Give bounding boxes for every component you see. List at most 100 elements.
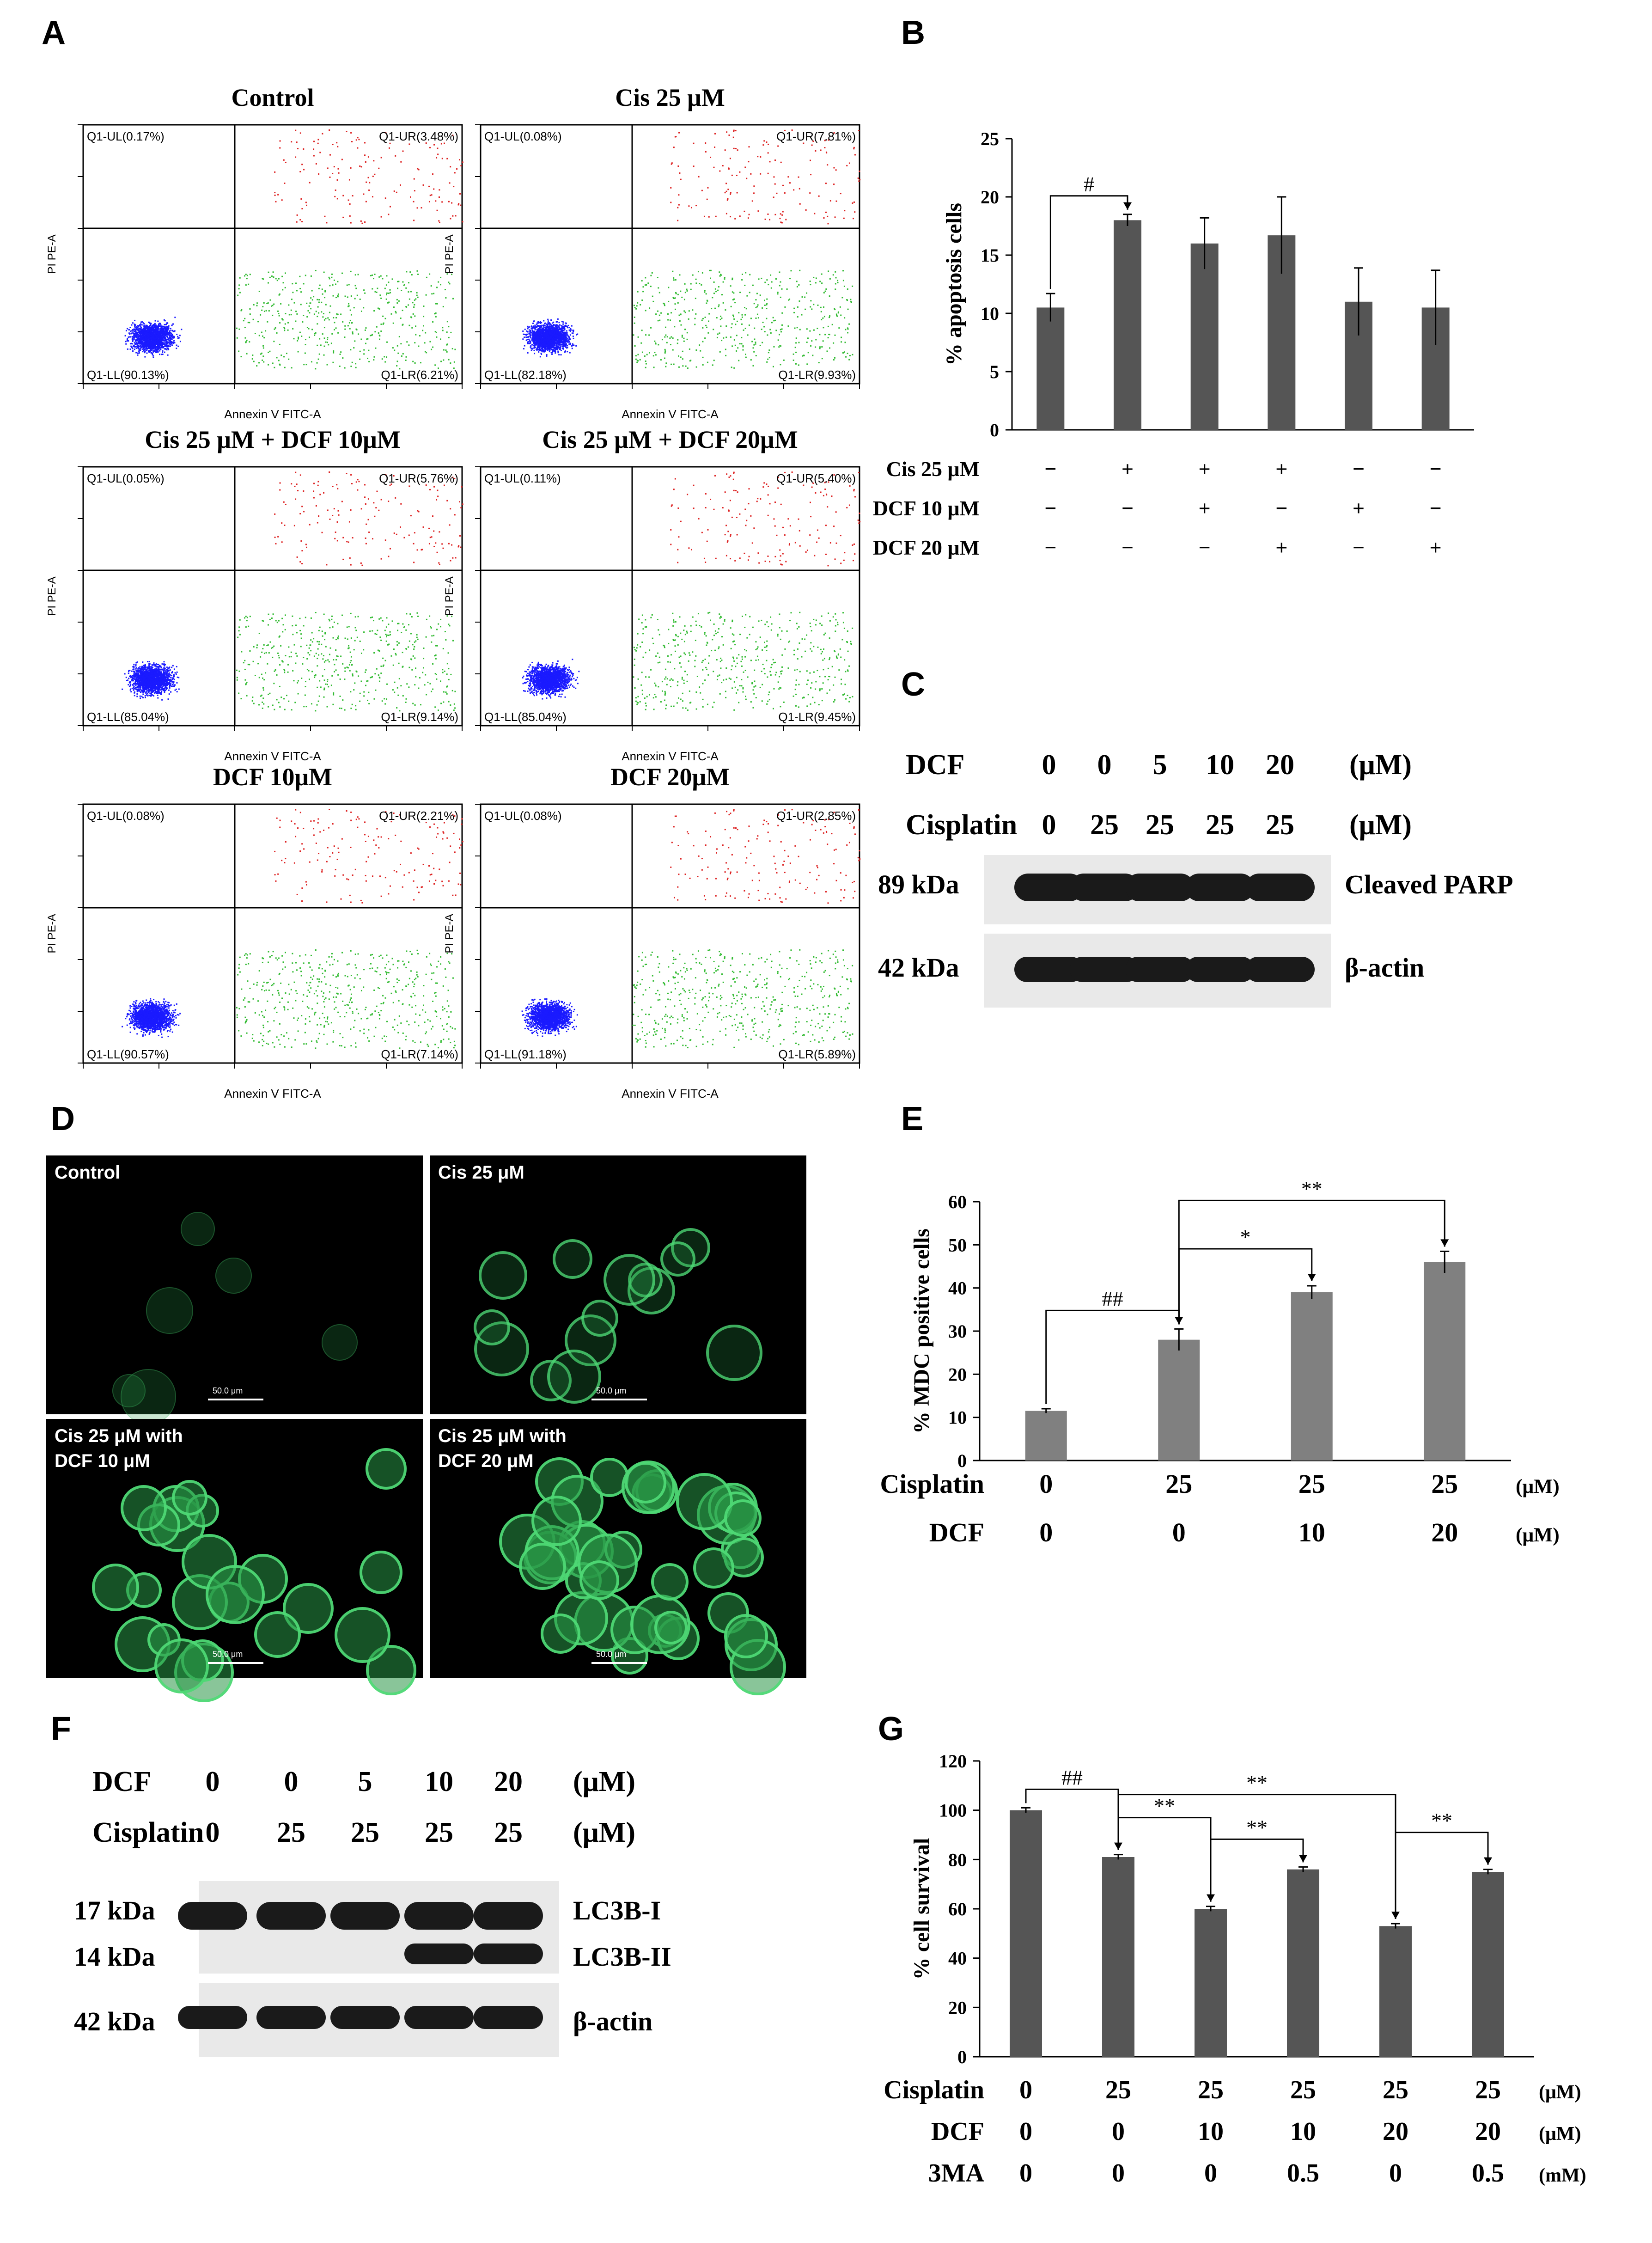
condition-mark: +	[1275, 536, 1287, 559]
flow-y-axis-label: PI PE-A	[443, 576, 456, 616]
blot-lane-value: 25	[1206, 809, 1234, 841]
ll-population	[122, 661, 180, 701]
blot-protein-label: β-actin	[573, 2006, 653, 2036]
fluorescent-cell	[660, 1241, 695, 1277]
fluorescent-cell	[625, 1461, 667, 1503]
bracket-arrow	[1123, 202, 1132, 210]
ll-population	[522, 318, 579, 358]
quadrant-label: Q1-UR(5.76%)	[379, 471, 458, 485]
scale-bar	[591, 1399, 647, 1400]
condition-mark: 10	[1198, 2117, 1224, 2146]
flow-x-axis-label: Annexin V FITC-A	[224, 749, 321, 763]
blot-band	[474, 1944, 543, 1964]
condition-label: Cis 25 μM	[886, 457, 980, 481]
blot-lane-value: 25	[277, 1817, 305, 1848]
quadrant-label: Q1-LL(82.18%)	[484, 368, 567, 382]
flow-x-axis-label: Annexin V FITC-A	[622, 1087, 719, 1100]
scale-bar-label: 50.0 μm	[213, 1386, 243, 1395]
fluorescent-cell	[519, 1543, 566, 1590]
flow-plot-frame	[480, 124, 860, 385]
fluorescent-cell	[321, 1324, 358, 1361]
fluorescent-cell	[654, 1611, 688, 1644]
condition-label: DCF	[929, 1517, 984, 1547]
ur-population	[274, 129, 463, 224]
condition-mark: 25	[1165, 1469, 1192, 1499]
bar	[1114, 220, 1141, 430]
micrograph: Cis 25 μM 50.0 μm	[430, 1155, 806, 1414]
y-tick-label: 30	[948, 1321, 967, 1342]
blot-lane-value: 0	[205, 1766, 220, 1797]
significance-label: ##	[1061, 1766, 1083, 1789]
blot-band	[178, 2006, 247, 2029]
blot-protein-label: LC3B-II	[573, 1942, 671, 1972]
bracket-arrow	[1299, 1855, 1307, 1863]
fluorescent-cell	[547, 1350, 601, 1404]
condition-unit: (mM)	[1539, 2165, 1586, 2186]
fluorescent-cell	[479, 1251, 528, 1300]
lr-population	[633, 269, 853, 369]
fluorescent-cell	[552, 1239, 592, 1279]
condition-mark: +	[1199, 457, 1211, 481]
condition-label: 3MA	[928, 2159, 985, 2188]
blot-lane-value: 10	[425, 1766, 453, 1797]
micrograph-label: Control	[55, 1162, 121, 1183]
condition-mark: +	[1122, 457, 1134, 481]
condition-label: Cisplatin	[884, 2076, 984, 2104]
fluorescent-cell	[180, 1211, 215, 1246]
condition-mark: +	[1353, 496, 1365, 520]
flow-plot: Q1-UL(0.17%) Q1-UR(3.48%) Q1-LL(90.13%) Q1-…	[46, 124, 463, 421]
blot-protein-label: β-actin	[1345, 953, 1425, 983]
fluorescent-cell	[365, 1448, 407, 1490]
blot-unit: (μM)	[1349, 809, 1412, 841]
scale-bar-label: 50.0 μm	[596, 1386, 627, 1395]
y-tick-label: 0	[957, 1450, 967, 1471]
bar	[1102, 1857, 1134, 2057]
condition-mark: −	[1122, 536, 1134, 559]
quadrant-label: Q1-UL(0.08%)	[484, 809, 562, 823]
ur-population	[670, 471, 861, 567]
condition-mark: −	[1430, 496, 1442, 520]
blot-lane-value: 25	[494, 1817, 523, 1848]
scale-bar	[208, 1662, 263, 1664]
condition-mark: −	[1199, 536, 1211, 559]
quadrant-label: Q1-LL(90.13%)	[87, 368, 169, 382]
significance-label: **	[1246, 1771, 1268, 1795]
fluorescent-cell	[474, 1309, 510, 1346]
y-tick-label: 80	[948, 1849, 967, 1870]
condition-mark: −	[1353, 536, 1365, 559]
bar	[1025, 1411, 1067, 1461]
condition-mark: 0.5	[1287, 2159, 1319, 2188]
condition-unit: (μM)	[1539, 2082, 1581, 2103]
y-tick-label: 20	[981, 187, 999, 208]
blot-kda-label: 17 kDa	[74, 1895, 155, 1925]
significance-label: *	[1240, 1225, 1251, 1249]
significance-bracket	[1210, 1838, 1304, 1902]
micrograph-label: Cis 25 μM	[438, 1162, 524, 1183]
bar	[1036, 307, 1065, 430]
flow-y-axis-label: PI PE-A	[46, 234, 58, 274]
quadrant-label: Q1-LL(85.04%)	[87, 710, 169, 724]
quadrant-label: Q1-UL(0.08%)	[87, 809, 165, 823]
y-tick-label: 20	[948, 1997, 967, 2018]
micrograph-label: Cis 25 μM with DCF 10 μM	[55, 1426, 183, 1471]
condition-label: Cisplatin	[880, 1469, 984, 1499]
condition-mark: 0	[1019, 2159, 1032, 2188]
y-tick-label: 0	[990, 420, 999, 440]
condition-mark: 0	[1389, 2159, 1402, 2188]
flow-plot: Q1-UL(0.11%) Q1-UR(5.40%) Q1-LL(85.04%) Q1-…	[443, 466, 861, 763]
quadrant-label: Q1-UL(0.11%)	[484, 471, 561, 485]
quadrant-label: Q1-LR(5.89%)	[778, 1047, 856, 1061]
blot-lane-value: 0	[284, 1766, 299, 1797]
condition-mark: 25	[1290, 2076, 1316, 2104]
blot-lane-value: 0	[1042, 809, 1056, 841]
flow-plot-title: DCF 20μM	[610, 763, 730, 791]
quadrant-label: Q1-LR(6.21%)	[381, 368, 458, 382]
flow-plot-frame	[82, 466, 463, 727]
bar	[1379, 1926, 1412, 2057]
condition-mark: −	[1122, 496, 1134, 520]
condition-mark: 25	[1198, 2076, 1224, 2104]
significance-label: **	[1431, 1809, 1452, 1833]
blot-band	[474, 1902, 543, 1930]
blot-lane-value: 5	[358, 1766, 372, 1797]
